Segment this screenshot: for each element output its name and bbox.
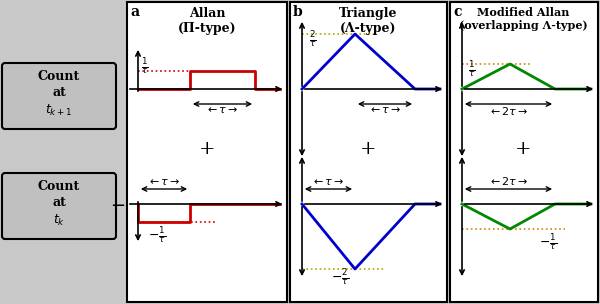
Text: b: b	[293, 5, 303, 19]
FancyBboxPatch shape	[2, 63, 116, 129]
Text: Triangle
(Λ-type): Triangle (Λ-type)	[339, 7, 397, 35]
Bar	[450, 2, 598, 302]
Text: a: a	[130, 5, 139, 19]
Text: c: c	[453, 5, 461, 19]
Text: $\frac{2}{\tau}$: $\frac{2}{\tau}$	[309, 29, 317, 50]
Text: +: +	[199, 140, 215, 158]
Text: $\frac{1}{\tau}$: $\frac{1}{\tau}$	[141, 57, 149, 77]
Text: Allan
(Π-type): Allan (Π-type)	[178, 7, 236, 35]
Text: $\leftarrow\tau\rightarrow$: $\leftarrow\tau\rightarrow$	[311, 177, 344, 187]
Text: $\leftarrow\tau\rightarrow$: $\leftarrow\tau\rightarrow$	[148, 177, 181, 187]
Text: $\leftarrow 2\tau\rightarrow$: $\leftarrow 2\tau\rightarrow$	[488, 105, 528, 117]
Text: Modified Allan
(overlapping Λ-type): Modified Allan (overlapping Λ-type)	[458, 7, 587, 31]
Bar	[127, 2, 287, 302]
Text: Count
at
$t_{k}$: Count at $t_{k}$	[38, 180, 80, 228]
Text: $\leftarrow 2\tau\rightarrow$: $\leftarrow 2\tau\rightarrow$	[488, 175, 528, 187]
Text: $-\frac{1}{\tau}$: $-\frac{1}{\tau}$	[539, 232, 557, 253]
Text: Count
at
$t_{k+1}$: Count at $t_{k+1}$	[38, 70, 80, 118]
Text: $-\frac{2}{\tau}$: $-\frac{2}{\tau}$	[331, 267, 349, 288]
Bar	[290, 2, 447, 302]
Text: +: +	[360, 140, 376, 158]
Text: $\leftarrow\tau\rightarrow$: $\leftarrow\tau\rightarrow$	[205, 105, 239, 115]
Text: $\frac{1}{\tau}$: $\frac{1}{\tau}$	[468, 59, 476, 80]
Text: +: +	[515, 140, 531, 158]
Text: $-\frac{1}{\tau}$: $-\frac{1}{\tau}$	[148, 225, 166, 246]
Text: $-$: $-$	[110, 195, 125, 213]
Text: $\leftarrow\tau\rightarrow$: $\leftarrow\tau\rightarrow$	[368, 105, 401, 115]
FancyBboxPatch shape	[2, 173, 116, 239]
